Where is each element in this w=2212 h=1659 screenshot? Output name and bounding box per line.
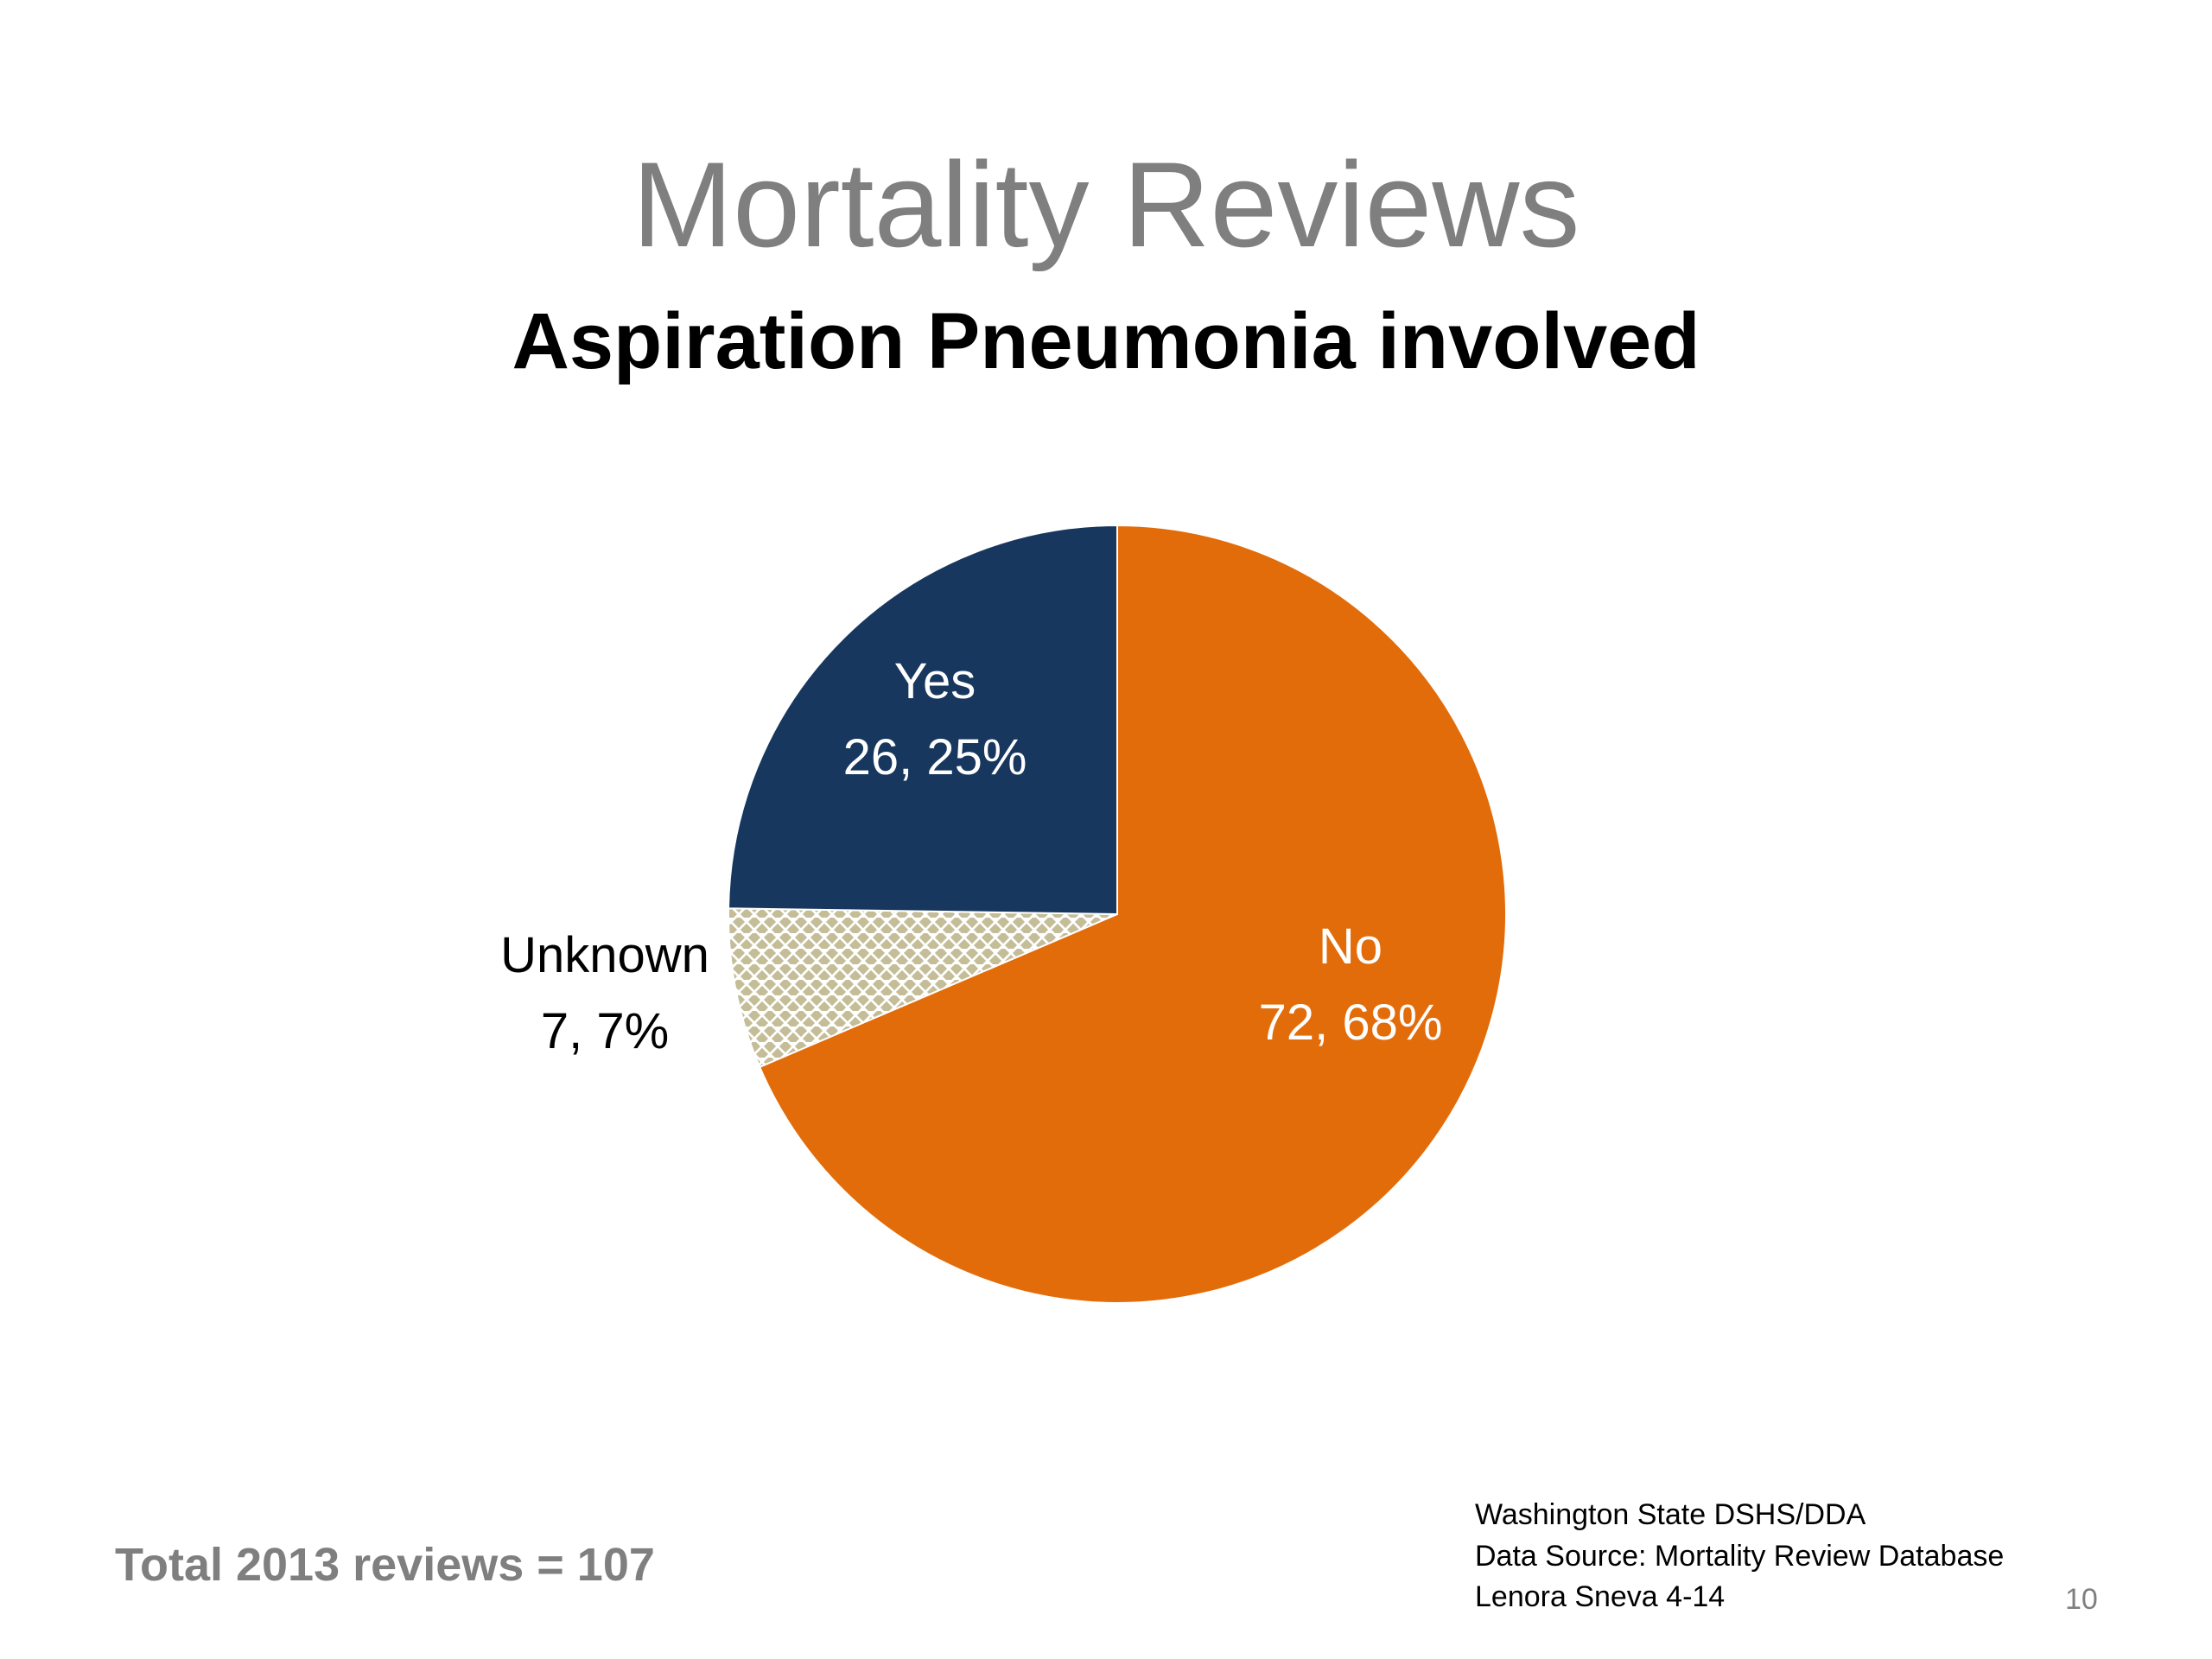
pie-slice-no bbox=[758, 524, 1507, 1304]
source-line: Washington State DSHS/DDA bbox=[1475, 1498, 1866, 1531]
total-reviews-note: Total 2013 reviews = 107 bbox=[115, 1539, 655, 1591]
slice-label-yes: Yes 26, 25% bbox=[843, 653, 1027, 785]
slice-label-no: No 72, 68% bbox=[1259, 918, 1443, 1051]
slide-title: Mortality Reviews bbox=[632, 137, 1580, 272]
pie-slice-yes bbox=[728, 524, 1118, 916]
source-block: Washington State DSHS/DDA Data Source: M… bbox=[1475, 1495, 2004, 1618]
slice-label-unknown: Unknown 7, 7% bbox=[500, 927, 709, 1059]
source-line: Data Source: Mortality Review Database bbox=[1475, 1539, 2005, 1573]
page-number: 10 bbox=[2065, 1583, 2098, 1616]
pie-slice-unknown bbox=[728, 907, 1118, 1069]
source-line: Lenora Sneva 4-14 bbox=[1475, 1580, 1726, 1614]
chart-title: Aspiration Pneumonia involved bbox=[512, 297, 1700, 385]
